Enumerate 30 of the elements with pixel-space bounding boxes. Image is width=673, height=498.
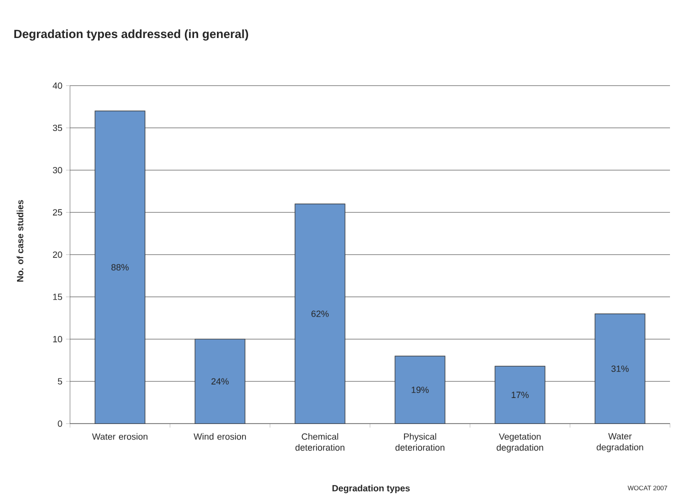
bar: [194, 338, 246, 424]
annotation: 88%: [111, 264, 129, 270]
x-tick-label: Water erosion: [92, 433, 148, 440]
x-axis-title: Degradation types: [332, 484, 410, 494]
x-tick-label: Wind erosion: [194, 433, 246, 440]
annotation: 17%: [512, 392, 529, 398]
bar: [294, 204, 346, 424]
annotation: 31%: [611, 366, 629, 372]
annotation: 19%: [412, 386, 429, 394]
bar: [94, 110, 146, 424]
bar: [594, 313, 646, 424]
x-tick-label: Vegetation degradation: [496, 433, 544, 452]
annotation: 24%: [211, 378, 229, 385]
y-tick-label: 15: [53, 294, 62, 300]
x-tick-label: Chemical deterioration: [295, 433, 344, 451]
bar: [394, 356, 446, 424]
y-tick-label: 35: [52, 124, 62, 132]
bar: [494, 366, 546, 424]
annotation: 62%: [311, 310, 329, 317]
y-tick-label: 0: [58, 420, 62, 427]
y-axis-title: No. of case studies: [16, 200, 24, 282]
y-tick-label: 30: [52, 166, 62, 174]
x-tick-label: Physical deterioration: [395, 433, 444, 451]
x-tick-label: Water degradation: [596, 433, 644, 452]
y-tick-label: 10: [53, 336, 62, 342]
y-tick-label: 5: [58, 378, 62, 385]
y-tick-label: 20: [52, 251, 62, 258]
y-tick-label: 25: [52, 209, 62, 216]
y-tick-label: 40: [52, 82, 62, 89]
chart-title: Degradation types addressed (in general): [14, 29, 248, 41]
